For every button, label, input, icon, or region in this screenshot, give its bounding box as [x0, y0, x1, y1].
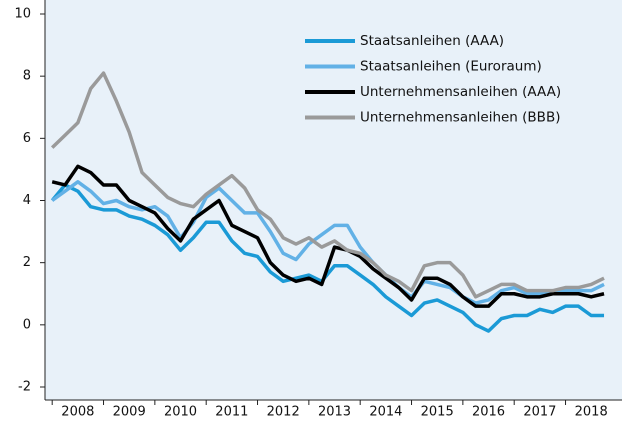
x-tick-label: 2008 — [61, 405, 94, 420]
y-tick-label: 6 — [23, 131, 31, 146]
series-line — [51, 164, 605, 308]
series-line — [50, 183, 605, 333]
x-tick-label: 2017 — [523, 405, 556, 420]
x-tick-label: 2018 — [575, 405, 608, 420]
legend-label: Staatsanleihen (AAA) — [360, 33, 504, 49]
x-tick-label: 2010 — [164, 405, 197, 420]
y-tick-label: 10 — [14, 7, 31, 22]
y-tick-label: 0 — [23, 317, 31, 332]
series-line — [50, 71, 605, 299]
y-tick-label: 8 — [23, 69, 31, 84]
x-tick-label: 2009 — [113, 405, 146, 420]
legend-label: Unternehmensanleihen (BBB) — [360, 110, 560, 126]
x-tick-label: 2011 — [215, 405, 248, 420]
y-tick-label: -2 — [18, 380, 31, 395]
legend: Staatsanleihen (AAA) Staatsanleihen (Euro… — [305, 33, 561, 126]
x-tick-label: 2015 — [421, 405, 454, 420]
legend-label: Unternehmensanleihen (AAA) — [360, 84, 561, 100]
x-tick-label: 2014 — [369, 405, 402, 420]
legend-label: Staatsanleihen (Euroraum) — [360, 59, 542, 75]
y-tick-label: 2 — [23, 255, 31, 270]
x-tick-label: 2013 — [318, 405, 351, 420]
x-tick-label: 2016 — [472, 405, 505, 420]
y-tick-label: 4 — [23, 193, 31, 208]
x-tick-label: 2012 — [267, 405, 300, 420]
